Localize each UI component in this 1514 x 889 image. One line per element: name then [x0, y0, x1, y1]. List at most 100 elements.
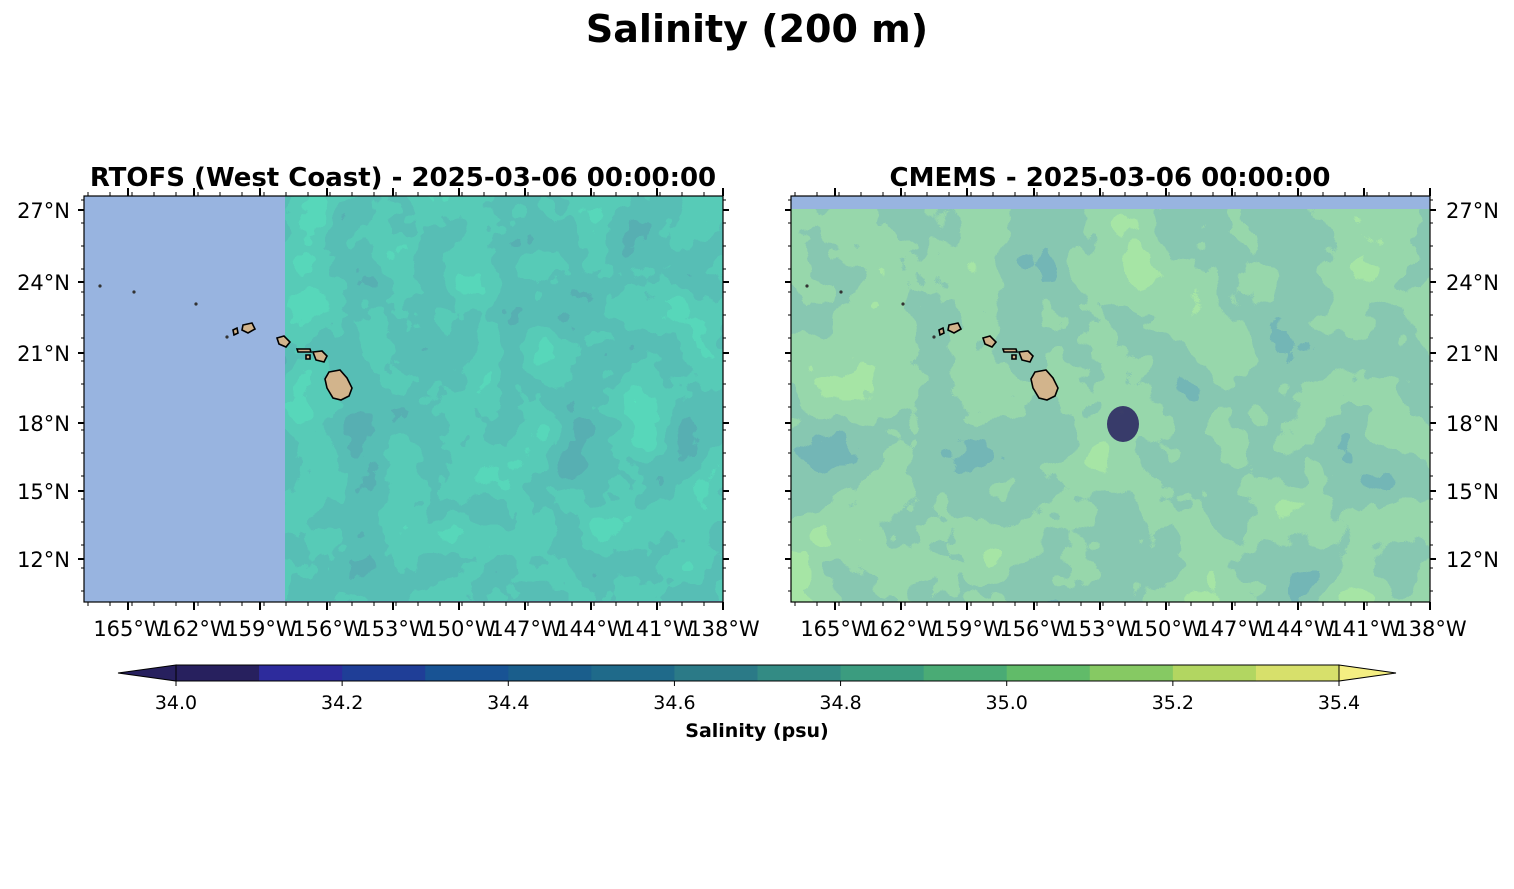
panel-rtofs-title: RTOFS (West Coast) - 2025-03-06 00:00:00 [90, 163, 716, 193]
island-hawaii [1030, 369, 1059, 401]
lon-tick-label: 147°W [1197, 617, 1269, 641]
colorbar-tick-label: 34.0 [155, 692, 197, 714]
colorbar-color-blocks [176, 665, 1340, 681]
lat-tick-label: 12°N [1446, 548, 1499, 572]
colorbar-tick-label: 34.8 [819, 692, 861, 714]
cmems-eddy-texture [791, 196, 1430, 602]
lat-tick-label: 21°N [17, 342, 70, 366]
lat-tick-label: 24°N [1446, 271, 1499, 295]
lon-tick-label: 144°W [1263, 617, 1335, 641]
lon-tick-label: 165°W [800, 617, 872, 641]
colorbar-tick-label: 34.2 [321, 692, 363, 714]
rtofs-map-frame [83, 195, 724, 603]
colorbar-level-block [342, 665, 426, 681]
colorbar-level-block [259, 665, 343, 681]
colorbar-level-block [176, 665, 260, 681]
rtofs-masked-region [84, 196, 285, 602]
lon-tick-label: 138°W [1395, 617, 1467, 641]
cmems-lon-axis: 165°W162°W159°W156°W153°W150°W147°W144°W… [794, 188, 1467, 641]
colorbar-level-block [1006, 665, 1091, 681]
lon-tick-label: 141°W [622, 617, 694, 641]
colorbar-tick-label: 35.4 [1318, 692, 1360, 714]
colorbar-label: Salinity (psu) [685, 720, 828, 742]
colorbar-ticks: 34.0 34.2 34.4 34.6 34.8 35.0 35.2 35.4 [155, 681, 1360, 714]
lat-tick-label: 27°N [1446, 199, 1499, 223]
cmems-lat-axis: 27°N 24°N 21°N 18°N 15°N 12°N [785, 199, 1499, 592]
colorbar-level-block [840, 665, 925, 681]
island-atoll [225, 335, 229, 339]
lat-tick-label: 18°N [1446, 412, 1499, 436]
colorbar-level-block [757, 665, 842, 681]
panel-cmems: CMEMS - 2025-03-06 00:00:00 27°N 24°N 21°N… [785, 163, 1499, 641]
island-molokai [1001, 348, 1019, 353]
island-atoll [901, 302, 905, 306]
panel-cmems-title: CMEMS - 2025-03-06 00:00:00 [890, 163, 1331, 193]
island-maui [311, 350, 328, 363]
lon-tick-label: 156°W [999, 617, 1071, 641]
island-maui [1017, 350, 1034, 363]
island-lanai [1011, 354, 1017, 360]
colorbar-level-block [1255, 665, 1340, 681]
island-oahu [981, 335, 998, 348]
lon-tick-label: 138°W [688, 617, 760, 641]
island-kauai [947, 322, 963, 334]
lat-tick-label: 27°N [17, 199, 70, 223]
colorbar-tick-label: 35.0 [986, 692, 1028, 714]
lat-tick-label: 15°N [1446, 480, 1499, 504]
cmems-salinity-field [791, 196, 1430, 602]
colorbar-tick-label: 35.2 [1152, 692, 1194, 714]
lon-tick-label: 141°W [1329, 617, 1401, 641]
lat-tick-label: 18°N [17, 412, 70, 436]
island-atoll [132, 290, 136, 294]
cmems-hawaii-islands [805, 284, 1059, 401]
lon-tick-label: 153°W [358, 617, 430, 641]
island-atoll [194, 302, 198, 306]
colorbar-extend-low [117, 664, 177, 682]
colorbar-tick-label: 34.4 [487, 692, 529, 714]
rtofs-salinity-field [84, 196, 723, 602]
lat-tick-label: 15°N [17, 480, 70, 504]
panel-rtofs: RTOFS (West Coast) - 2025-03-06 00:00:00… [17, 163, 760, 641]
colorbar-level-block [508, 665, 592, 681]
colorbar-level-block [1172, 665, 1257, 681]
lat-tick-label: 24°N [17, 271, 70, 295]
colorbar-level-block [674, 665, 758, 681]
rtofs-lon-axis: 165°W162°W159°W156°W153°W150°W147°W144°W… [87, 188, 760, 641]
island-atoll [98, 284, 102, 288]
cmems-low-salinity-eddy [1107, 406, 1139, 442]
lon-tick-label: 153°W [1065, 617, 1137, 641]
island-lanai [305, 354, 311, 360]
island-kauai [241, 322, 257, 334]
lon-tick-label: 150°W [1131, 617, 1203, 641]
colorbar-frame [175, 664, 1340, 682]
lon-tick-label: 144°W [556, 617, 628, 641]
island-atoll [839, 290, 843, 294]
island-molokai [295, 348, 313, 353]
colorbar-extend-high [1338, 664, 1397, 682]
lat-tick-label: 12°N [17, 548, 70, 572]
rtofs-lat-axis: 27°N 24°N 21°N 18°N 15°N 12°N [17, 199, 729, 592]
lon-tick-label: 159°W [932, 617, 1004, 641]
lon-tick-label: 162°W [866, 617, 938, 641]
lon-tick-label: 147°W [490, 617, 562, 641]
island-hawaii [324, 369, 353, 401]
lon-tick-label: 165°W [93, 617, 165, 641]
lon-tick-label: 159°W [225, 617, 297, 641]
lon-tick-label: 162°W [159, 617, 231, 641]
island-niihau [232, 326, 239, 337]
lon-tick-label: 156°W [292, 617, 364, 641]
colorbar: 34.0 34.2 34.4 34.6 34.8 35.0 35.2 35.4 Salinit… [117, 664, 1397, 742]
cmems-masked-region [791, 196, 1430, 209]
figure-title: Salinity (200 m) [586, 7, 928, 51]
colorbar-level-block [1089, 665, 1174, 681]
lon-tick-label: 150°W [424, 617, 496, 641]
colorbar-level-block [923, 665, 1008, 681]
rtofs-hawaii-islands [98, 284, 353, 401]
lat-tick-label: 21°N [1446, 342, 1499, 366]
colorbar-level-block [425, 665, 509, 681]
island-oahu [275, 335, 292, 348]
island-atoll [932, 335, 936, 339]
island-niihau [938, 326, 945, 337]
colorbar-tick-label: 34.6 [653, 692, 695, 714]
